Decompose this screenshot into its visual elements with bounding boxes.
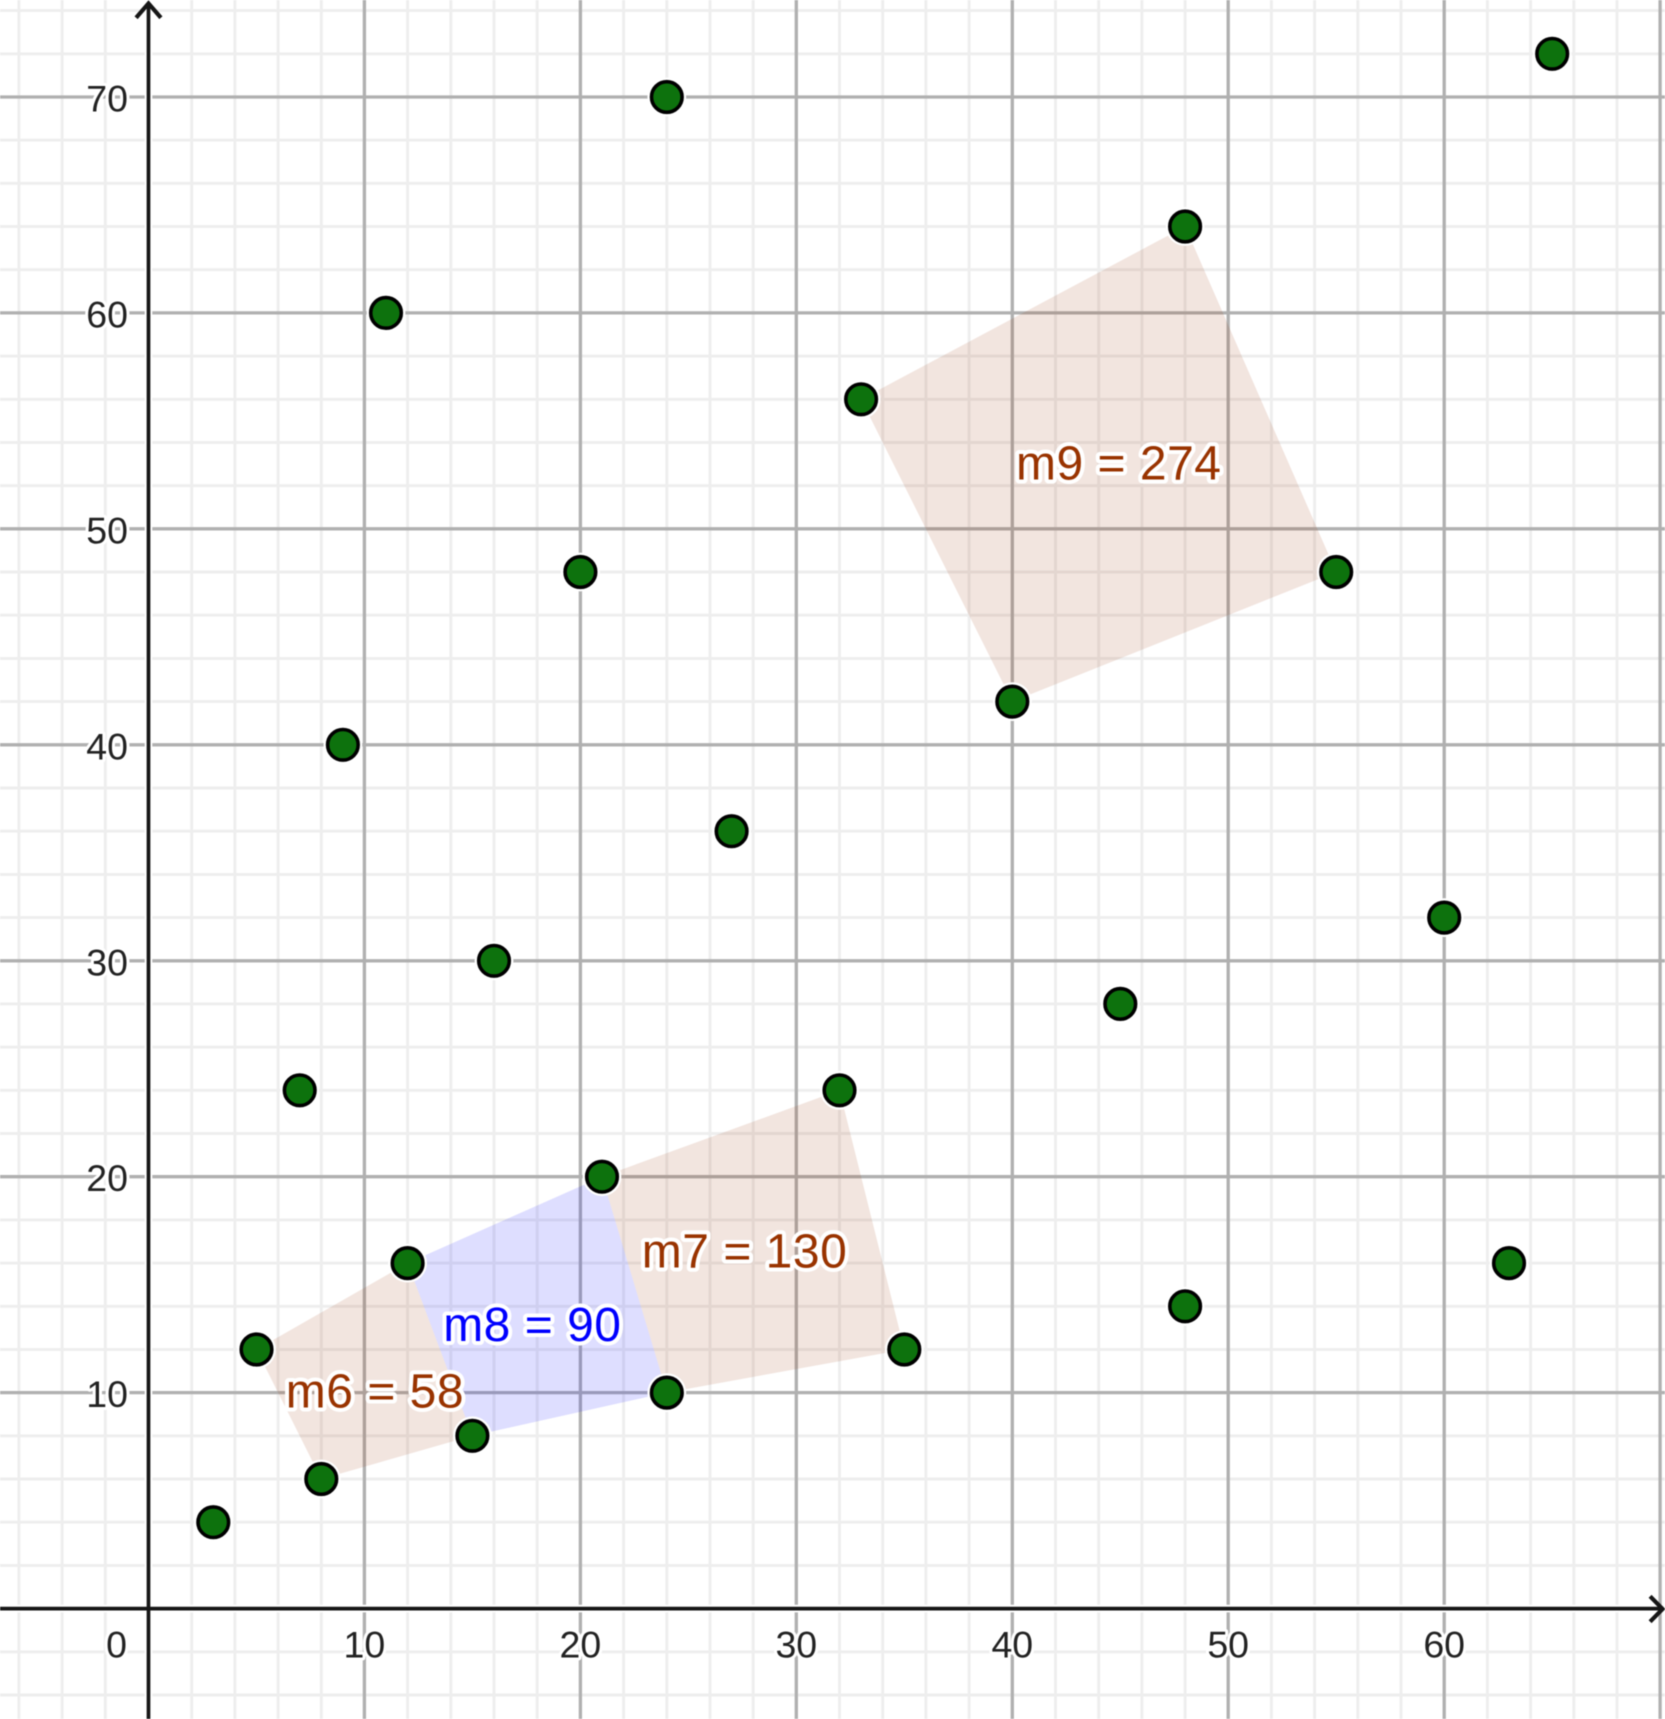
- svg-text:m9 = 274: m9 = 274: [1016, 438, 1221, 491]
- svg-text:30: 30: [775, 1623, 817, 1665]
- svg-text:50: 50: [1207, 1623, 1249, 1665]
- svg-text:60: 60: [86, 293, 128, 335]
- svg-text:40: 40: [86, 725, 128, 767]
- svg-text:m8 = 90: m8 = 90: [443, 1299, 621, 1352]
- svg-text:10: 10: [344, 1623, 386, 1665]
- svg-text:20: 20: [560, 1623, 602, 1665]
- svg-text:30: 30: [86, 941, 128, 983]
- svg-text:20: 20: [86, 1157, 128, 1199]
- svg-text:10: 10: [86, 1373, 128, 1415]
- svg-text:0: 0: [106, 1623, 127, 1665]
- svg-text:60: 60: [1423, 1623, 1465, 1665]
- svg-text:50: 50: [86, 509, 128, 551]
- svg-text:m6 = 58: m6 = 58: [286, 1366, 464, 1419]
- svg-text:m7 = 130: m7 = 130: [642, 1226, 847, 1279]
- svg-text:70: 70: [86, 78, 128, 120]
- svg-text:40: 40: [991, 1623, 1033, 1665]
